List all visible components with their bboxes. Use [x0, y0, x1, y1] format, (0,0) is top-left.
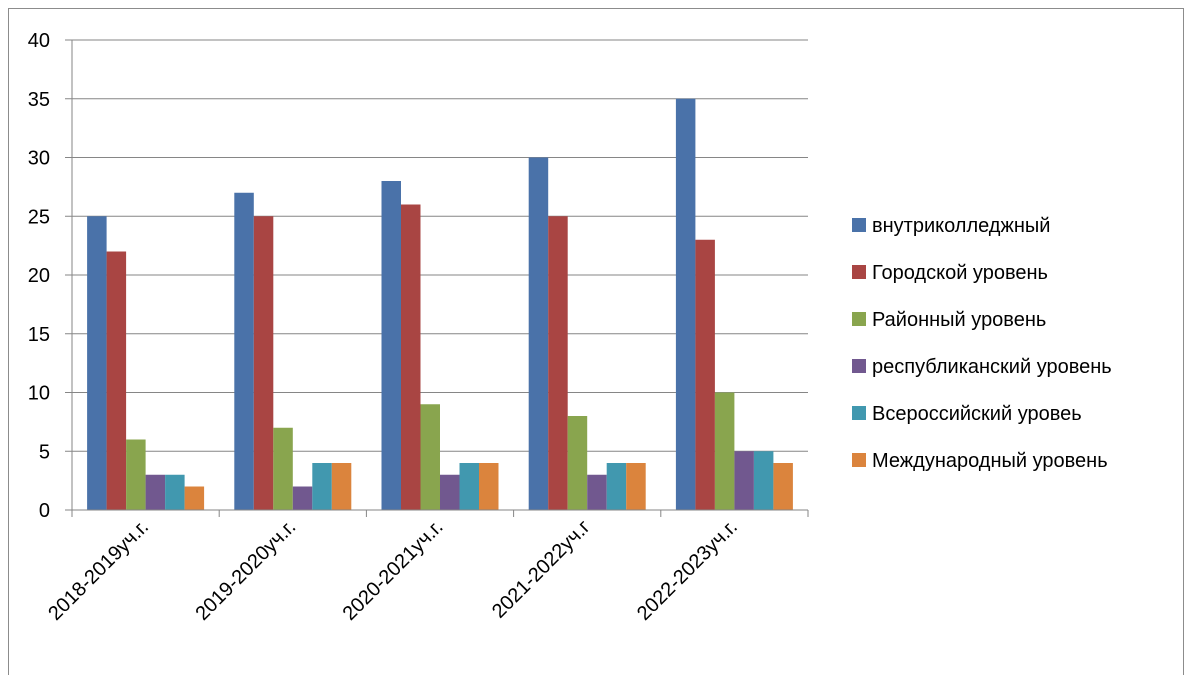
bar	[401, 204, 421, 510]
x-tick-label: 2018-2019уч.г.	[44, 516, 153, 625]
bar	[234, 192, 254, 510]
x-tick-label: 2019-2020уч.г.	[191, 516, 300, 625]
bar	[381, 181, 401, 510]
y-tick-label: 25	[28, 206, 50, 228]
y-tick-label: 0	[39, 500, 50, 522]
legend-swatch	[852, 312, 866, 326]
bar	[165, 474, 185, 510]
bar	[567, 416, 588, 510]
bar	[87, 216, 107, 510]
bar	[773, 463, 793, 510]
legend-label: Международный уровень	[872, 450, 1108, 472]
bar	[753, 451, 774, 510]
bar	[459, 463, 479, 510]
x-axis-ticks: 2018-2019уч.г. 2019-2020уч.г. 2020-2021уч.…	[44, 510, 809, 625]
legend-label: республиканский уровень	[872, 356, 1112, 378]
legend-label: Районный уровень	[872, 309, 1046, 331]
legend-swatch	[852, 218, 866, 232]
bar	[312, 463, 332, 510]
legend-swatch	[852, 453, 866, 467]
bar	[734, 451, 754, 510]
bar	[331, 463, 352, 510]
bar	[606, 463, 627, 510]
legend-swatch	[852, 265, 866, 279]
legend-swatch	[852, 359, 866, 373]
bar	[587, 474, 607, 510]
legend: внутриколледжный Городской уровень Районны…	[852, 215, 1112, 472]
x-tick-label: 2021-2022уч.г	[488, 516, 595, 623]
y-tick-label: 5	[39, 441, 50, 463]
y-tick-label: 20	[28, 265, 50, 287]
x-tick-label: 2020-2021уч.г.	[339, 516, 448, 625]
legend-label: внутриколледжный	[872, 215, 1050, 237]
y-tick-label: 30	[28, 148, 50, 170]
chart-frame	[8, 8, 1184, 675]
bar	[675, 98, 696, 510]
y-tick-label: 35	[28, 89, 50, 111]
bar	[479, 463, 499, 510]
bar	[292, 486, 313, 510]
y-axis-ticks: 0 5 10 15 20 25 30 35 40	[28, 30, 72, 522]
bar	[106, 251, 127, 510]
bar	[528, 157, 549, 510]
bar	[695, 239, 715, 510]
bar	[273, 427, 293, 510]
bar	[548, 216, 568, 510]
bar	[184, 486, 205, 510]
bar	[626, 463, 646, 510]
bar	[420, 404, 440, 510]
x-tick-label: 2022-2023уч.г.	[633, 516, 742, 625]
legend-swatch	[852, 406, 866, 420]
bar	[126, 439, 146, 510]
legend-label: Городской уровень	[872, 262, 1048, 284]
bar	[440, 474, 460, 510]
y-tick-label: 15	[28, 324, 50, 346]
y-tick-label: 10	[28, 383, 50, 405]
bar	[145, 474, 166, 510]
y-tick-label: 40	[28, 30, 50, 52]
bar	[714, 392, 735, 510]
legend-label: Всероссийский уровеь	[872, 403, 1082, 425]
bars	[87, 98, 793, 510]
bar	[253, 216, 274, 510]
gridlines	[72, 39, 808, 452]
